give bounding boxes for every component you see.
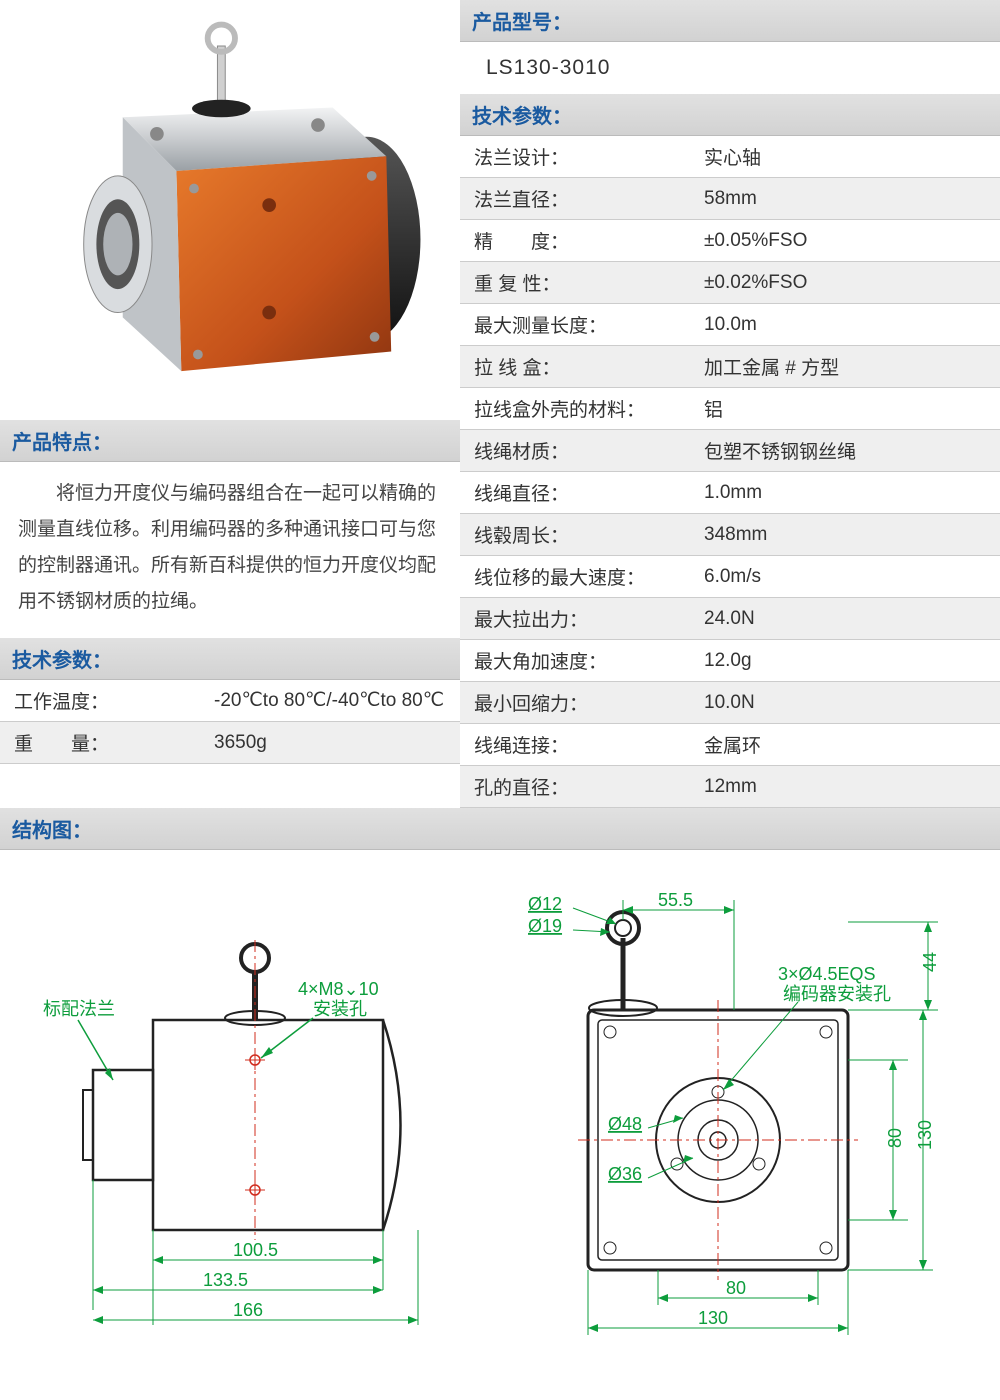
spec-value: ±0.02%FSO	[690, 262, 1000, 304]
table-row: 线绳连接：金属环	[460, 724, 1000, 766]
spec-value: 12.0g	[690, 640, 1000, 682]
left-tech-header: 技术参数：	[0, 638, 460, 680]
spec-value: 10.0m	[690, 304, 1000, 346]
spec-value: 58mm	[690, 178, 1000, 220]
dim-d19: Ø19	[528, 916, 562, 936]
dim-right-80: 80	[885, 1128, 905, 1148]
spec-value: 包塑不锈钢钢丝绳	[690, 430, 1000, 472]
diagram-side-view: 标配法兰 4×M8⌄10 安装孔 100.5	[23, 880, 463, 1340]
flange-label: 标配法兰	[43, 999, 115, 1019]
dim-d12: Ø12	[528, 894, 562, 914]
spec-value: ±0.05%FSO	[690, 220, 1000, 262]
spec-value: -20℃to 80℃/-40℃to 80℃	[200, 680, 460, 722]
spec-key: 工作温度：	[0, 680, 200, 722]
spec-value: 24.0N	[690, 598, 1000, 640]
spec-key: 最大角加速度：	[460, 640, 690, 682]
table-row: 线位移的最大速度：6.0m/s	[460, 556, 1000, 598]
table-row: 精 度：±0.05%FSO	[460, 220, 1000, 262]
spec-key: 孔的直径：	[460, 766, 690, 808]
product-photo	[0, 0, 460, 420]
table-row: 线绳直径：1.0mm	[460, 472, 1000, 514]
spec-value: 铝	[690, 388, 1000, 430]
holes-label-2: 安装孔	[313, 999, 367, 1019]
dim-right-130: 130	[915, 1120, 935, 1150]
spec-key: 线毂周长：	[460, 514, 690, 556]
table-row: 线绳材质：包塑不锈钢钢丝绳	[460, 430, 1000, 472]
table-row: 最大测量长度：10.0m	[460, 304, 1000, 346]
dim-44: 44	[920, 952, 940, 972]
table-row: 法兰直径：58mm	[460, 178, 1000, 220]
spec-value: 实心轴	[690, 136, 1000, 178]
table-row: 法兰设计：实心轴	[460, 136, 1000, 178]
dim-d48: Ø48	[608, 1114, 642, 1134]
dim-100-5: 100.5	[233, 1240, 278, 1260]
dim-166: 166	[233, 1300, 263, 1320]
structure-header: 结构图：	[0, 808, 1000, 850]
spec-key: 精 度：	[460, 220, 690, 262]
spec-key: 最大拉出力：	[460, 598, 690, 640]
spec-value: 金属环	[690, 724, 1000, 766]
spec-key: 线绳直径：	[460, 472, 690, 514]
diagram-front-view: Ø12 Ø19 55.5 3×Ø4.5EQS 编码器安装孔	[498, 880, 978, 1380]
eqs-label-1: 3×Ø4.5EQS	[778, 964, 876, 984]
spec-key: 线绳连接：	[460, 724, 690, 766]
spec-key: 重 复 性：	[460, 262, 690, 304]
spec-key: 线位移的最大速度：	[460, 556, 690, 598]
right-tech-header: 技术参数：	[460, 94, 1000, 136]
table-row: 孔的直径：12mm	[460, 766, 1000, 808]
left-spec-table: 工作温度： -20℃to 80℃/-40℃to 80℃ 重 量： 3650g	[0, 680, 460, 764]
spec-key: 线绳材质：	[460, 430, 690, 472]
product-svg	[30, 10, 440, 410]
dim-d36: Ø36	[608, 1164, 642, 1184]
features-header: 产品特点：	[0, 420, 460, 462]
dim-bottom-80: 80	[726, 1278, 746, 1298]
right-spec-table: 法兰设计：实心轴 法兰直径：58mm 精 度：±0.05%FSO 重 复 性：±…	[460, 136, 1000, 808]
dim-bottom-130: 130	[698, 1308, 728, 1328]
model-header: 产品型号：	[460, 0, 1000, 42]
holes-label-1: 4×M8⌄10	[298, 979, 379, 999]
spec-key: 拉线盒外壳的材料：	[460, 388, 690, 430]
table-row: 重 量： 3650g	[0, 722, 460, 764]
table-row: 拉 线 盒：加工金属 # 方型	[460, 346, 1000, 388]
spec-key: 拉 线 盒：	[460, 346, 690, 388]
spec-value: 1.0mm	[690, 472, 1000, 514]
dim-133-5: 133.5	[203, 1270, 248, 1290]
spec-value: 6.0m/s	[690, 556, 1000, 598]
spec-value: 348mm	[690, 514, 1000, 556]
eqs-label-2: 编码器安装孔	[783, 984, 891, 1004]
spec-key: 最小回缩力：	[460, 682, 690, 724]
model-value: LS130-3010	[460, 42, 1000, 94]
structure-diagram: 标配法兰 4×M8⌄10 安装孔 100.5	[0, 850, 1000, 1400]
table-row: 重 复 性：±0.02%FSO	[460, 262, 1000, 304]
table-row: 线毂周长：348mm	[460, 514, 1000, 556]
dim-55-5: 55.5	[658, 890, 693, 910]
table-row: 最大拉出力：24.0N	[460, 598, 1000, 640]
product-description: 将恒力开度仪与编码器组合在一起可以精确的测量直线位移。利用编码器的多种通讯接口可…	[0, 462, 460, 638]
spec-key: 最大测量长度：	[460, 304, 690, 346]
spec-value: 12mm	[690, 766, 1000, 808]
spec-value: 10.0N	[690, 682, 1000, 724]
spec-value: 3650g	[200, 722, 460, 764]
table-row: 拉线盒外壳的材料：铝	[460, 388, 1000, 430]
spec-key: 重 量：	[0, 722, 200, 764]
spec-value: 加工金属 # 方型	[690, 346, 1000, 388]
spec-key: 法兰直径：	[460, 178, 690, 220]
table-row: 最小回缩力：10.0N	[460, 682, 1000, 724]
table-row: 最大角加速度：12.0g	[460, 640, 1000, 682]
spec-key: 法兰设计：	[460, 136, 690, 178]
table-row: 工作温度： -20℃to 80℃/-40℃to 80℃	[0, 680, 460, 722]
